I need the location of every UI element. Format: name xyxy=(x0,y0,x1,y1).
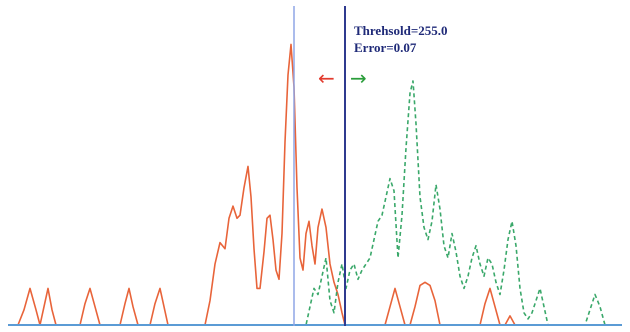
left-arrow-icon: ← xyxy=(318,66,335,90)
error-label: Error=0.07 xyxy=(354,40,417,55)
threshold-label: Threhsold=255.0 xyxy=(354,23,448,38)
series-1-line xyxy=(17,43,516,326)
series-2-line xyxy=(300,80,620,326)
right-arrow-icon: → xyxy=(350,66,367,90)
